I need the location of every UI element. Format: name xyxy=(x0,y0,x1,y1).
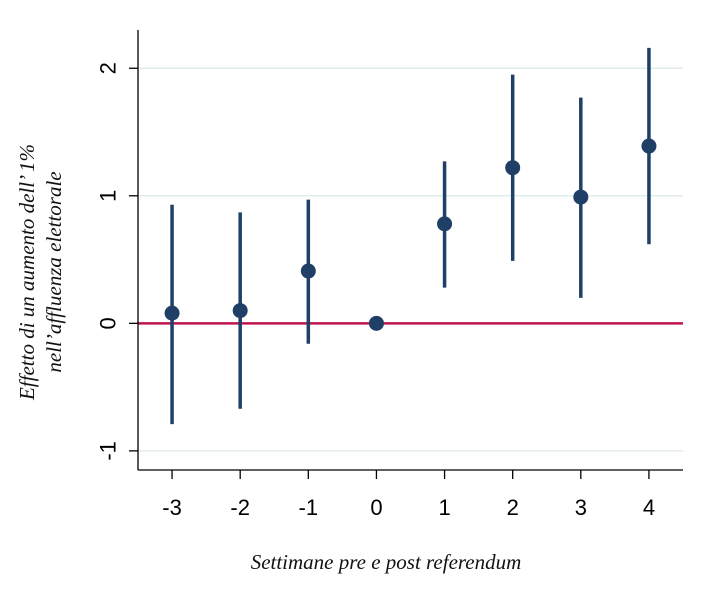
y-axis-title-line-1: Effetto di un aumento dell’ 1% xyxy=(15,144,39,401)
x-tick-label--3: -3 xyxy=(162,495,182,520)
x-tick-label--1: -1 xyxy=(299,495,319,520)
x-tick-label-1: 1 xyxy=(438,495,450,520)
x-tick-label-0: 0 xyxy=(370,495,382,520)
point--3 xyxy=(164,305,180,321)
data-series xyxy=(164,47,657,425)
y-axis-title-line-2: nell’affluenza elettorale xyxy=(42,171,66,372)
x-tick-label--2: -2 xyxy=(230,495,250,520)
x-tick-label-2: 2 xyxy=(507,495,519,520)
point-3 xyxy=(573,189,589,205)
axis-titles: Settimane pre e post referendum Effetto … xyxy=(15,144,521,574)
y-tick-label-2: 2 xyxy=(96,62,121,74)
y-tick-label--1: -1 xyxy=(96,441,121,461)
point-4 xyxy=(641,138,657,154)
tick-labels: -1 0 1 2 -3 -2 -1 0 1 2 3 4 xyxy=(96,62,655,520)
y-tick-label-0: 0 xyxy=(96,317,121,329)
point-1 xyxy=(437,216,453,232)
point--2 xyxy=(232,303,248,319)
axes xyxy=(129,30,683,479)
y-tick-label-1: 1 xyxy=(96,190,121,202)
point--1 xyxy=(300,263,316,279)
point-2 xyxy=(505,160,521,176)
x-axis-title: Settimane pre e post referendum xyxy=(251,550,522,574)
x-tick-label-3: 3 xyxy=(575,495,587,520)
x-tick-label-4: 4 xyxy=(643,495,655,520)
point-0 xyxy=(368,315,384,331)
gridlines xyxy=(138,67,683,452)
